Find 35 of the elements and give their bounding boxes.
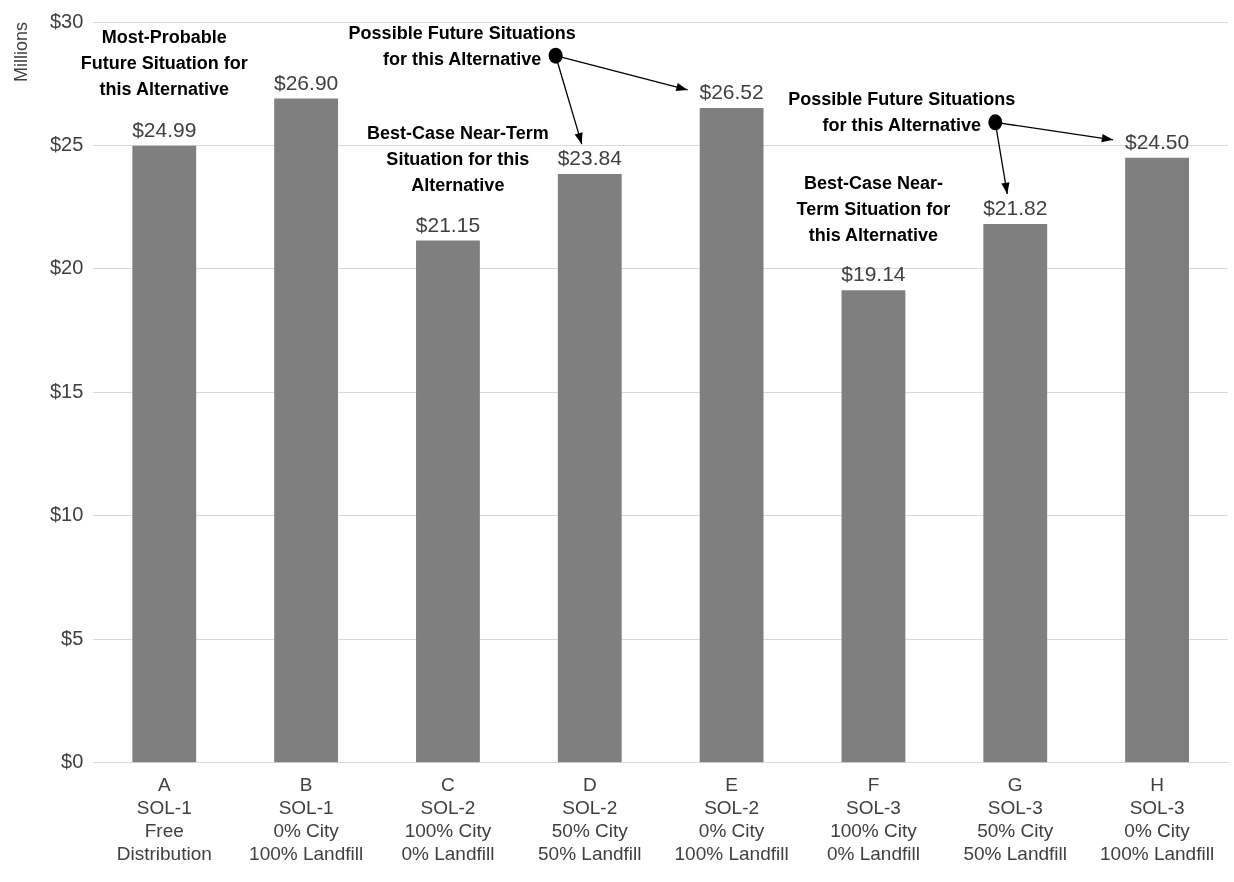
data-label: $21.82 <box>983 196 1048 220</box>
y-axis-title: Millions <box>10 21 31 83</box>
y-tick-label: $25 <box>49 132 84 155</box>
data-label: $23.84 <box>557 146 623 170</box>
y-tick-label: $0 <box>61 750 84 773</box>
bar <box>274 98 339 763</box>
bar <box>1125 157 1189 763</box>
bar <box>557 174 622 763</box>
data-label: $26.52 <box>699 80 764 104</box>
x-tick-label: D SOL-2 50% City 50% Landfill <box>538 774 642 864</box>
y-tick-label: $5 <box>61 626 84 649</box>
bar <box>841 290 906 763</box>
data-label: $19.14 <box>841 262 906 286</box>
x-tick-label: F SOL-3 100% City 0% Landfill <box>826 774 920 864</box>
data-label: $26.90 <box>274 70 339 94</box>
bar <box>132 145 197 763</box>
x-tick-label: A SOL-1 Free Distribution <box>116 774 212 864</box>
x-tick-label: E SOL-2 0% City 100% Landfill <box>674 774 789 864</box>
x-tick-label: C SOL-2 100% City 0% Landfill <box>401 774 495 864</box>
y-tick-label: $15 <box>49 379 84 402</box>
data-label: $24.99 <box>132 118 197 142</box>
y-tick-label: $10 <box>49 503 84 526</box>
bar <box>416 240 480 763</box>
annotation: Best-Case Near-Term Situation for this Alternative <box>366 123 549 196</box>
annotation: Best-Case Near- Term Situation for this Alternative <box>796 172 951 245</box>
x-tick-label: B SOL-1 0% City 100% Landfill <box>249 774 364 864</box>
x-tick-label: G SOL-3 50% City 50% Landfill <box>963 774 1068 864</box>
data-label: $21.15 <box>415 212 481 236</box>
y-tick-label: $20 <box>49 256 84 279</box>
x-tick-label: H SOL-3 0% City 100% Landfill <box>1100 774 1215 864</box>
annotation: Possible Future Situations for this Alternative <box>788 89 1016 136</box>
data-label: $24.50 <box>1124 130 1190 154</box>
bar <box>983 223 1048 763</box>
bar <box>699 107 764 763</box>
annotation: Possible Future Situations for this Alternative <box>348 22 576 69</box>
